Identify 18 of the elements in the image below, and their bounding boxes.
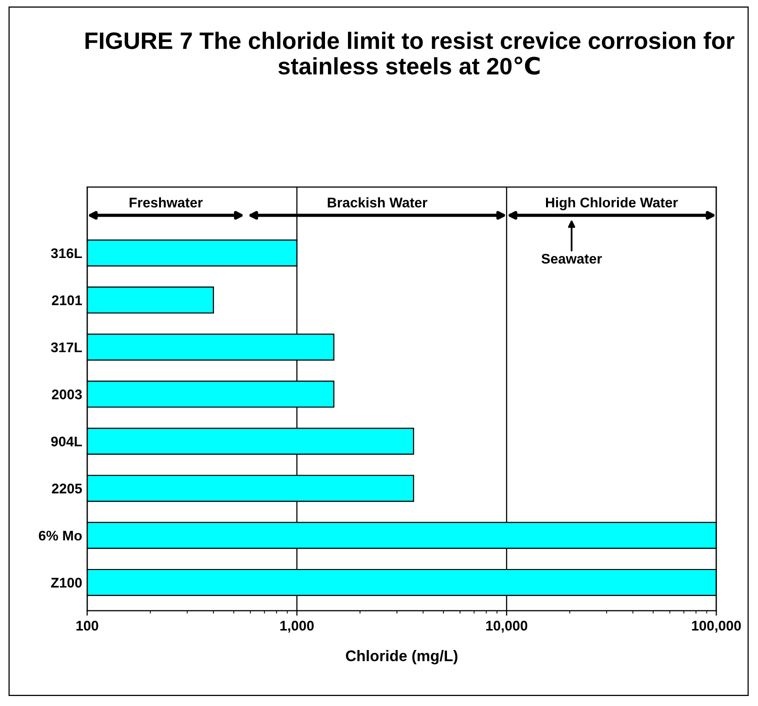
- x-tick-label: 100: [76, 620, 98, 631]
- x-tick-label: 100,000: [692, 620, 741, 633]
- annotation: Freshwater: [130, 197, 203, 208]
- y-tick-label: 904L: [51, 436, 82, 446]
- x-axis-title: Chloride (mg/L): [346, 650, 458, 664]
- x-tick-label: 10,000: [486, 620, 528, 633]
- y-tick-label: 316L: [50, 248, 82, 258]
- annotation: High Chloride Water: [546, 197, 678, 210]
- y-tick-label: 317L: [50, 342, 82, 352]
- x-tick-label: 1,000: [280, 620, 314, 633]
- y-tick-label: 2101: [52, 295, 82, 306]
- annotation: Seawater: [542, 254, 602, 264]
- chart-title: FIGURE 7 The chloride limit to resist crevice corrosion for stainless steels at 20℃: [86, 32, 734, 75]
- y-tick-label: 2003: [52, 390, 82, 400]
- y-tick-label: 6% Mo: [38, 530, 82, 541]
- y-tick-label: 2205: [52, 484, 82, 494]
- annotation: Brackish Water: [328, 197, 428, 208]
- y-tick-label: Z100: [51, 578, 82, 588]
